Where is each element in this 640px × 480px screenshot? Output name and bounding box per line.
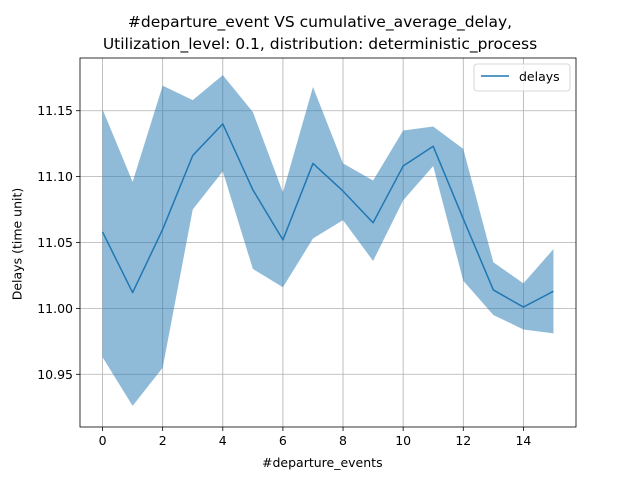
x-tick-label: 14 <box>515 433 531 448</box>
y-tick-label: 10.95 <box>37 367 73 382</box>
confidence-band <box>102 75 554 406</box>
x-tick-label: 6 <box>279 433 287 448</box>
x-tick-label: 8 <box>339 433 347 448</box>
series-line-layer <box>101 123 554 308</box>
legend-box <box>473 63 571 92</box>
y-axis-label: Delays (time unit) <box>9 187 25 301</box>
y-ticks: 10.95 11.00 11.05 11.10 11.15 <box>37 103 80 382</box>
x-tick-label: 0 <box>99 433 107 448</box>
x-tick-label: 12 <box>455 433 471 448</box>
x-tick-label: 2 <box>159 433 167 448</box>
chart-title-line-2: Utilization_level: 0.1, distribution: de… <box>102 35 538 53</box>
legend: delays <box>473 63 571 92</box>
x-tick-label: 10 <box>395 433 411 448</box>
y-tick-label: 11.10 <box>37 169 73 184</box>
x-axis-label: #departure_events <box>262 455 383 470</box>
confidence-band-layer <box>102 75 554 406</box>
y-tick-label: 11.00 <box>37 301 73 316</box>
chart-title-line-1: #departure_event VS cumulative_average_d… <box>127 13 513 31</box>
x-ticks: 0 2 4 6 8 10 12 14 <box>99 427 531 448</box>
y-tick-label: 11.15 <box>37 103 73 118</box>
legend-label: delays <box>519 69 560 84</box>
y-tick-label: 11.05 <box>37 235 73 250</box>
x-tick-label: 4 <box>219 433 227 448</box>
series-line-delays <box>101 123 554 308</box>
